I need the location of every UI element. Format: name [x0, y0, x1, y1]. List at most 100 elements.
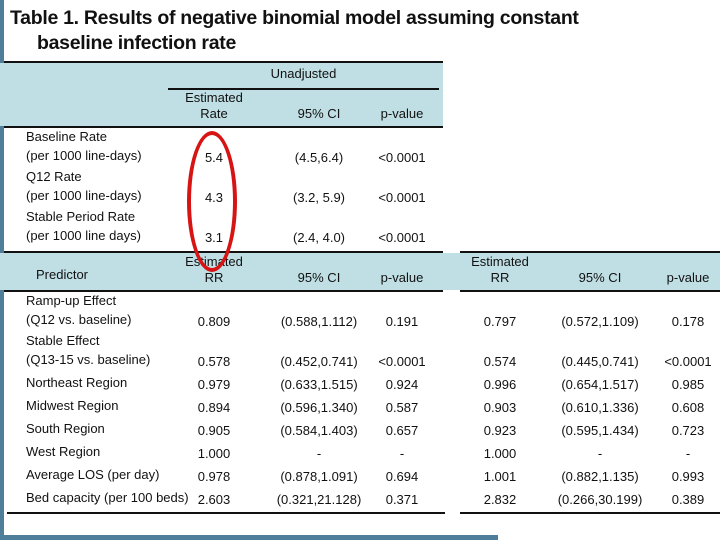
table-row: Bed capacity (per 100 beds) 2.603 (0.321,2… — [0, 487, 720, 510]
slide-title: Table 1. Results of negative binomial mo… — [10, 6, 710, 56]
cell-value: 1.000 — [483, 446, 517, 461]
cell-value: <0.0001 — [664, 354, 712, 369]
cell-value: 0.574 — [483, 354, 517, 369]
cell-value: 2.603 — [197, 492, 231, 507]
divider-line — [7, 512, 445, 514]
cell-value: 0.191 — [385, 314, 419, 329]
cell-value: 0.894 — [197, 400, 231, 415]
cell-value: - — [597, 446, 603, 461]
cell-value: <0.0001 — [378, 230, 426, 245]
cell-value: 1.001 — [483, 469, 517, 484]
divider-line — [4, 290, 443, 292]
cell-value: 0.657 — [385, 423, 419, 438]
column-header-rr: RR — [490, 270, 510, 285]
column-header-ci: 95% CI — [297, 106, 341, 121]
cell-value: <0.0001 — [378, 150, 426, 165]
cell-value: 0.985 — [671, 377, 705, 392]
cell-value: (0.882,1.135) — [561, 469, 639, 484]
cell-value: 0.578 — [197, 354, 231, 369]
column-header-ci-left: 95% CI — [297, 270, 341, 285]
table-row: Northeast Region 0.979 (0.633,1.515) 0.924 0… — [0, 372, 720, 395]
row-label: Average LOS (per day) — [26, 467, 160, 482]
row-label: Bed capacity (per 100 beds) — [26, 490, 189, 505]
cell-value: (0.633,1.515) — [280, 377, 358, 392]
cell-value: 0.905 — [197, 423, 231, 438]
bottom-accent-bar — [0, 535, 498, 540]
row-label: South Region — [26, 421, 105, 436]
cell-value: - — [316, 446, 322, 461]
row-label: Northeast Region — [26, 375, 128, 390]
column-header-ci-right: 95% CI — [578, 270, 622, 285]
cell-value: 0.978 — [197, 469, 231, 484]
table-row: Q12 Rate (per 1000 line-days) 4.3 (3.2, 5.… — [0, 168, 720, 208]
cell-value: (0.321,21.128) — [276, 492, 362, 507]
table-row: West Region 1.000 - - 1.000 - - — [0, 441, 720, 464]
row-label: Midwest Region — [26, 398, 119, 413]
cell-value: 0.797 — [483, 314, 517, 329]
cell-value: (0.572,1.109) — [561, 314, 639, 329]
divider-line — [460, 290, 720, 292]
cell-value: (0.445,0.741) — [561, 354, 639, 369]
cell-value: <0.0001 — [378, 354, 426, 369]
row-label: Ramp-up Effect (Q12 vs. baseline) — [26, 293, 132, 327]
main-table-header-band — [0, 253, 720, 290]
cell-value: (0.878,1.091) — [280, 469, 358, 484]
cell-value: 0.993 — [671, 469, 705, 484]
divider-line — [460, 251, 720, 253]
divider-line — [168, 88, 439, 90]
row-label: West Region — [26, 444, 101, 459]
divider-line — [460, 512, 720, 514]
column-header-rate: Rate — [200, 106, 228, 121]
group-header-unadjusted: Unadjusted — [270, 66, 337, 81]
row-label: Baseline Rate (per 1000 line-days) — [26, 129, 142, 163]
top-table-rows: Baseline Rate (per 1000 line-days) 5.4 (4.… — [0, 128, 720, 248]
cell-value: 0.389 — [671, 492, 705, 507]
column-header-predictor: Predictor — [35, 267, 89, 282]
cell-value: <0.0001 — [378, 190, 426, 205]
cell-value: 0.923 — [483, 423, 517, 438]
row-label: Stable Period Rate (per 1000 line days) — [26, 209, 141, 243]
table-row: South Region 0.905 (0.584,1.403) 0.657 0.923… — [0, 418, 720, 441]
row-label: Q12 Rate (per 1000 line-days) — [26, 169, 142, 203]
cell-value: 2.832 — [483, 492, 517, 507]
cell-value: - — [399, 446, 405, 461]
cell-value: 0.996 — [483, 377, 517, 392]
table-row: Average LOS (per day) 0.978 (0.878,1.091) 0… — [0, 464, 720, 487]
cell-value: 0.809 — [197, 314, 231, 329]
cell-value: 0.587 — [385, 400, 419, 415]
cell-value: (4.5,6.4) — [294, 150, 344, 165]
column-header-pvalue: p-value — [380, 106, 424, 121]
annotation-ellipse — [187, 131, 237, 272]
cell-value: (0.584,1.403) — [280, 423, 358, 438]
column-header-pvalue-right: p-value — [666, 270, 710, 285]
cell-value: 0.723 — [671, 423, 705, 438]
column-header-estimated: Estimated — [185, 90, 243, 105]
main-table-rows: Ramp-up Effect (Q12 vs. baseline) 0.809 (0… — [0, 292, 720, 510]
slide-title-line1: Table 1. Results of negative binomial mo… — [10, 7, 579, 29]
divider-line — [4, 61, 443, 63]
cell-value: (2.4, 4.0) — [292, 230, 346, 245]
cell-value: 0.924 — [385, 377, 419, 392]
cell-value: (0.452,0.741) — [280, 354, 358, 369]
cell-value: (0.654,1.517) — [561, 377, 639, 392]
cell-value: 0.371 — [385, 492, 419, 507]
slide-title-line2: baseline infection rate — [37, 32, 236, 54]
column-header-estimated: Estimated — [471, 254, 529, 269]
cell-value: 0.979 — [197, 377, 231, 392]
divider-line — [4, 126, 443, 128]
table-row: Stable Period Rate (per 1000 line days) 3… — [0, 208, 720, 248]
cell-value: (0.266,30.199) — [557, 492, 643, 507]
table-row: Baseline Rate (per 1000 line-days) 5.4 (4.… — [0, 128, 720, 168]
table-row: Ramp-up Effect (Q12 vs. baseline) 0.809 (0… — [0, 292, 720, 332]
cell-value: 1.000 — [197, 446, 231, 461]
top-table-header-band — [0, 63, 443, 126]
table-row: Stable Effect (Q13-15 vs. baseline) 0.578… — [0, 332, 720, 372]
cell-value: 0.178 — [671, 314, 705, 329]
cell-value: (0.595,1.434) — [561, 423, 639, 438]
cell-value: 0.608 — [671, 400, 705, 415]
cell-value: (0.596,1.340) — [280, 400, 358, 415]
column-header-estimated-rate: Estimated Rate — [168, 90, 260, 122]
cell-value: - — [685, 446, 691, 461]
cell-value: 0.903 — [483, 400, 517, 415]
